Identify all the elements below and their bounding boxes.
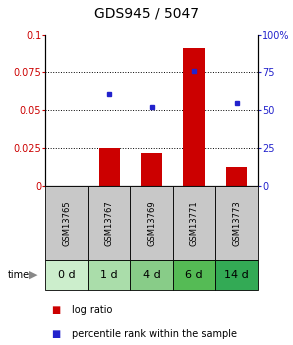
Text: ▶: ▶	[29, 270, 38, 280]
Bar	[183, 48, 205, 186]
Text: time: time	[7, 270, 30, 280]
Text: GSM13773: GSM13773	[232, 200, 241, 246]
FancyBboxPatch shape	[88, 260, 130, 290]
FancyBboxPatch shape	[88, 186, 130, 260]
Text: 6 d: 6 d	[185, 270, 203, 280]
Bar	[226, 167, 247, 186]
Text: 0 d: 0 d	[58, 270, 76, 280]
Text: log ratio: log ratio	[72, 305, 112, 315]
FancyBboxPatch shape	[130, 260, 173, 290]
Text: 14 d: 14 d	[224, 270, 249, 280]
Text: ■: ■	[51, 305, 61, 315]
Text: percentile rank within the sample: percentile rank within the sample	[72, 329, 237, 339]
Text: GSM13765: GSM13765	[62, 200, 71, 246]
Text: ■: ■	[51, 329, 61, 339]
FancyBboxPatch shape	[215, 186, 258, 260]
FancyBboxPatch shape	[173, 260, 215, 290]
Text: GDS945 / 5047: GDS945 / 5047	[94, 7, 199, 21]
Text: 4 d: 4 d	[143, 270, 161, 280]
Text: GSM13769: GSM13769	[147, 200, 156, 246]
Text: GSM13767: GSM13767	[105, 200, 114, 246]
FancyBboxPatch shape	[173, 186, 215, 260]
Text: GSM13771: GSM13771	[190, 200, 199, 246]
Text: 1 d: 1 d	[100, 270, 118, 280]
Bar	[98, 148, 120, 186]
FancyBboxPatch shape	[215, 260, 258, 290]
Bar	[141, 153, 162, 186]
FancyBboxPatch shape	[130, 186, 173, 260]
FancyBboxPatch shape	[45, 186, 88, 260]
FancyBboxPatch shape	[45, 260, 88, 290]
